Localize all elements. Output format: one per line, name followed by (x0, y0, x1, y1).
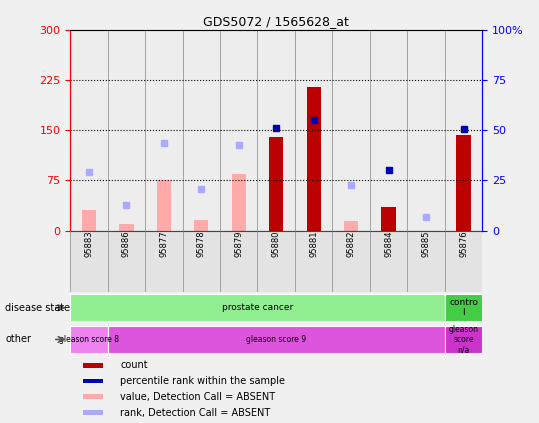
Text: count: count (120, 360, 148, 370)
Bar (145, 30, 183, 231)
Bar (183, 30, 220, 231)
Bar (83, 410, 103, 415)
Bar (70, 231, 108, 292)
Text: percentile rank within the sample: percentile rank within the sample (120, 376, 285, 386)
Bar (83, 395, 103, 399)
Bar (183, 231, 220, 292)
Title: GDS5072 / 1565628_at: GDS5072 / 1565628_at (203, 16, 349, 28)
Text: gleason
score
n/a: gleason score n/a (448, 324, 479, 354)
Bar (370, 30, 407, 231)
Bar (407, 30, 445, 231)
Text: gleason score 8: gleason score 8 (59, 335, 119, 344)
Bar (258, 231, 295, 292)
Text: gleason score 9: gleason score 9 (246, 335, 306, 344)
Bar (70, 30, 108, 231)
Bar (445, 326, 482, 353)
Text: contro
l: contro l (449, 298, 478, 317)
Text: 95882: 95882 (347, 231, 356, 257)
Text: 95886: 95886 (122, 231, 131, 257)
Bar (220, 30, 258, 231)
Text: 95879: 95879 (234, 231, 243, 257)
Bar (307, 87, 321, 231)
Bar (407, 231, 445, 292)
Text: 95881: 95881 (309, 231, 318, 257)
Bar (108, 326, 445, 353)
Bar (220, 231, 258, 292)
Text: 95877: 95877 (160, 231, 168, 257)
Bar (382, 207, 396, 231)
Text: 95878: 95878 (197, 231, 206, 257)
Bar (119, 224, 134, 231)
Bar (145, 231, 183, 292)
Bar (445, 294, 482, 321)
Bar (70, 326, 108, 353)
Bar (295, 30, 333, 231)
Bar (445, 231, 482, 292)
Bar (232, 173, 246, 231)
Text: disease state: disease state (5, 303, 71, 313)
Bar (156, 180, 171, 231)
Bar (194, 220, 209, 231)
Bar (295, 231, 333, 292)
Text: 95876: 95876 (459, 231, 468, 257)
Text: 95885: 95885 (421, 231, 431, 257)
Text: 95884: 95884 (384, 231, 393, 257)
Bar (108, 231, 145, 292)
Bar (445, 30, 482, 231)
Bar (333, 231, 370, 292)
Text: value, Detection Call = ABSENT: value, Detection Call = ABSENT (120, 392, 275, 402)
Bar (370, 231, 407, 292)
Bar (108, 30, 145, 231)
Bar (258, 30, 295, 231)
Bar (269, 137, 284, 231)
Text: 95880: 95880 (272, 231, 281, 257)
Text: 95883: 95883 (84, 231, 93, 257)
Bar (344, 221, 358, 231)
Bar (333, 30, 370, 231)
Bar (81, 211, 96, 231)
Text: rank, Detection Call = ABSENT: rank, Detection Call = ABSENT (120, 407, 271, 418)
Text: other: other (5, 335, 31, 344)
Bar (457, 135, 471, 231)
Text: prostate cancer: prostate cancer (222, 303, 293, 312)
Bar (83, 379, 103, 383)
Bar (83, 363, 103, 368)
